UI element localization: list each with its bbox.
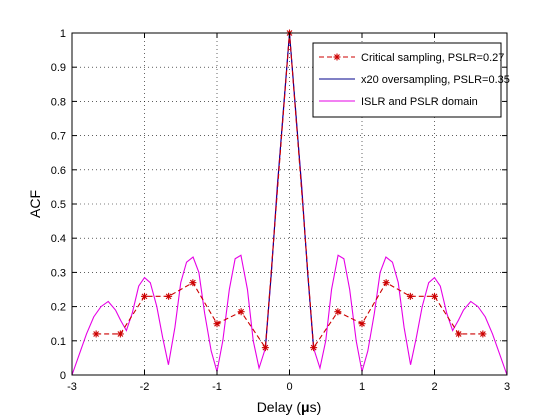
x-axis-label-mu: μ [301,399,310,415]
x-tick-label: -1 [212,381,222,393]
x-tick-label: 0 [286,381,292,393]
y-axis-label: ACF [27,190,43,218]
data-point-star [455,330,463,338]
x-tick-label: -2 [140,381,150,393]
y-tick-label: 0.4 [51,233,66,245]
x-tick-label: -3 [67,381,77,393]
y-tick-label: 0.9 [51,62,66,74]
data-point-star [310,344,318,352]
y-tick-label: 0.3 [51,267,66,279]
axis-ticks [71,32,508,376]
y-tick-label: 1 [60,28,66,40]
y-tick-label: 0.6 [51,165,66,177]
legend-label-1: x20 oversampling, PSLR=0.35 [361,74,510,86]
x-tick-label: 1 [359,381,365,393]
tick-labels: -3 -2 -1 0 1 2 3 0 0.1 0.2 0.3 0.4 0.5 0.6 0.7 0.8 0.9 1 [51,28,510,393]
data-point-star [406,292,414,300]
y-tick-label: 0.8 [51,96,66,108]
data-point-star [382,279,390,287]
legend-star-marker [333,53,341,61]
data-point-star [189,279,197,287]
y-tick-label: 0 [60,370,66,382]
legend-box [312,42,502,118]
data-point-star [358,320,366,328]
y-tick-label: 0.5 [51,199,66,211]
x-axis-label: Delay (μs) [257,399,322,415]
x-tick-label: 3 [504,381,510,393]
data-point-star [479,330,487,338]
data-point-star [92,330,100,338]
data-point-star [261,344,269,352]
data-point-star [431,292,438,300]
y-tick-label: 0.1 [51,336,66,348]
data-point-star [165,292,173,300]
data-point-star [213,320,221,328]
x-axis-label-unit: s) [310,399,322,415]
data-point-star [237,308,245,316]
data-point-star [141,292,148,300]
y-tick-label: 0.7 [51,131,66,143]
y-tick-label: 0.2 [51,302,66,314]
x-axis-label-prefix: Delay ( [257,399,302,415]
legend-label-2: ISLR and PSLR domain [361,96,478,108]
legend-label-0: Critical sampling, PSLR=0.27 [361,52,504,64]
x-tick-label: 2 [431,381,437,393]
data-point-star [116,330,124,338]
legend: Critical sampling, PSLR=0.27 x20 oversamp… [312,42,510,118]
data-point-star [334,308,342,316]
